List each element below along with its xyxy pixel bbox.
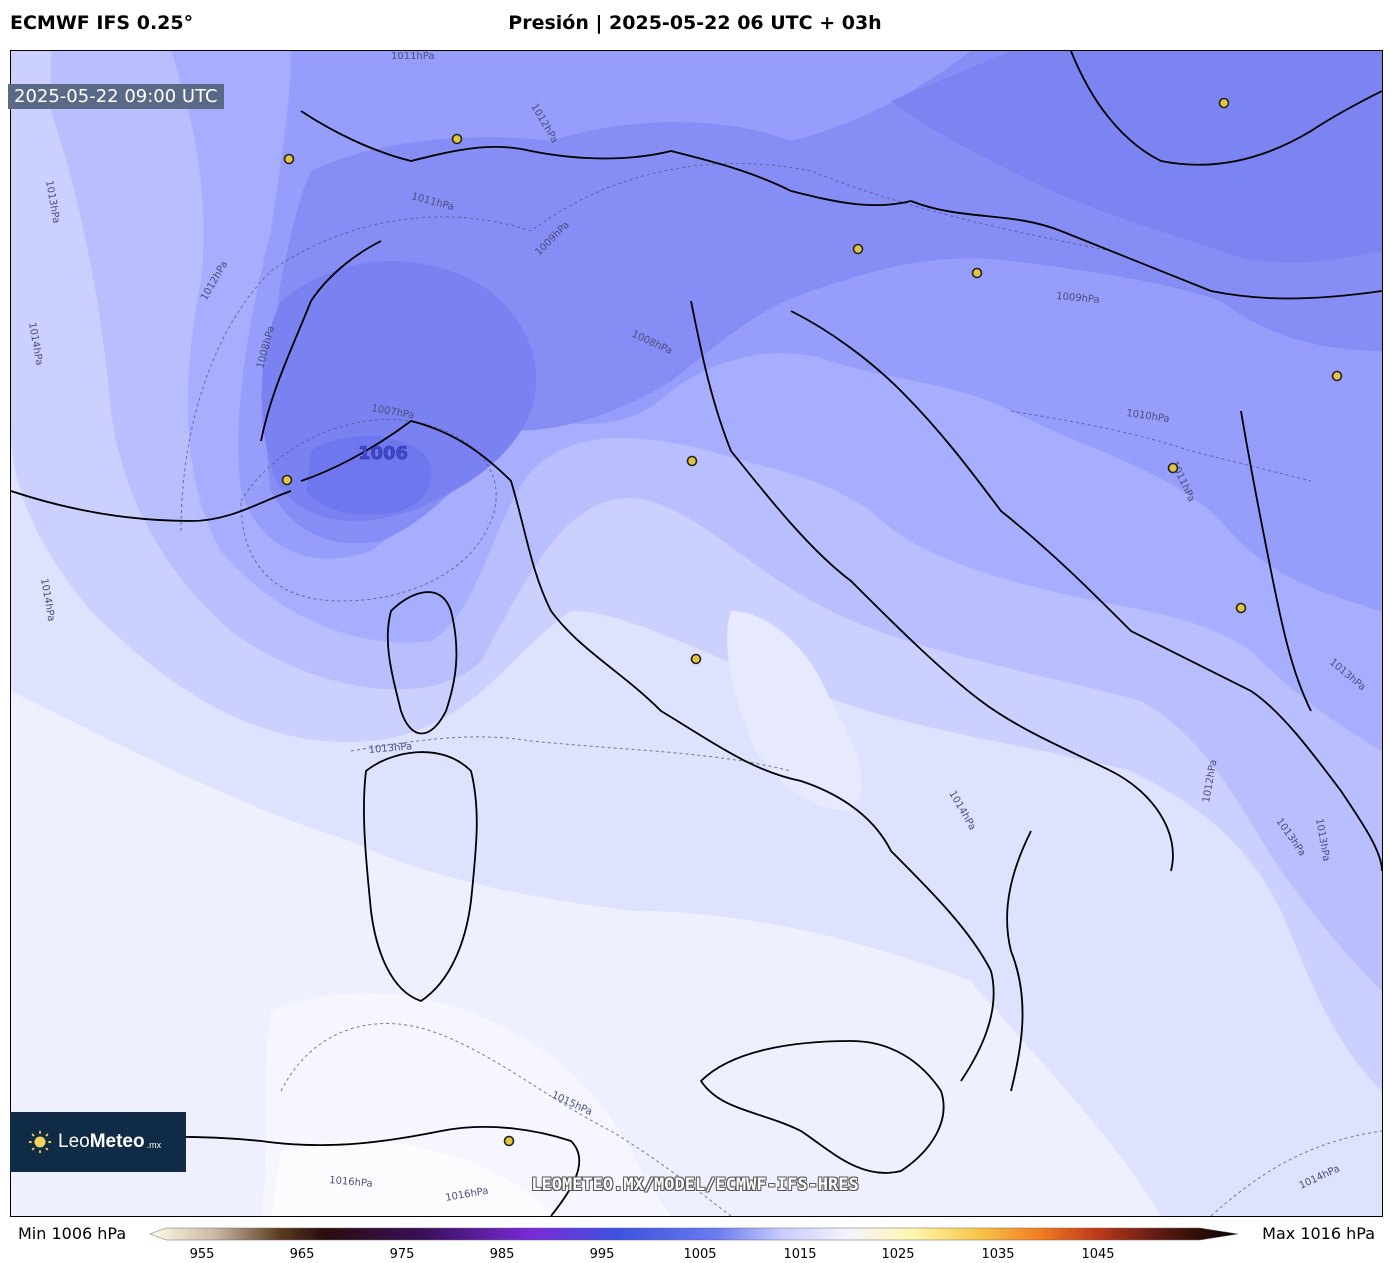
coastline-italy-west [300,420,995,1082]
coastline-sicily [699,1040,945,1174]
border-central-europe [910,200,1382,300]
isobar-1014-east [1210,1130,1382,1216]
border-spain-france [11,490,292,522]
city-marker[interactable] [283,153,295,165]
map-title: Presión | 2025-05-22 06 UTC + 03h [508,12,882,34]
city-marker[interactable] [451,133,463,145]
legend-min-label: Min 1006 hPa [18,1224,127,1243]
city-marker[interactable] [1218,97,1230,109]
colorbar-tick: 975 [389,1247,415,1262]
colorbar-tick: 1015 [783,1247,817,1262]
city-marker[interactable] [852,243,864,255]
pressure-band-1008 [891,51,1382,263]
isobar-label: 1013hPa [368,741,412,756]
pressure-low-core [306,436,432,515]
city-marker[interactable] [1331,370,1343,382]
colorbar-tick: 995 [589,1247,615,1262]
colorbar-ticks: 955 965 975 985 995 1005 1015 1025 1035 … [0,1247,1390,1263]
isobar-label: 1016hPa [329,1175,373,1190]
colorbar-tick: 1005 [683,1247,717,1262]
isobar-1009 [180,163,1112,532]
isobar-label: 1009hPa [1056,291,1100,306]
pressure-band-1016 [271,1140,551,1216]
source-watermark: LEOMETEO.MX/MODEL/ECMWF-IFS-HRES [531,1175,859,1195]
city-marker[interactable] [1167,462,1179,474]
border-north [1070,51,1382,166]
isobar-1013 [350,736,792,772]
leometeo-logo[interactable]: LeoMeteo .mx [10,1112,186,1172]
colorbar-tick: 985 [489,1247,515,1262]
colorbar-tick: 1035 [981,1247,1015,1262]
coastline-balkans [790,310,1382,872]
pressure-patch-adriatic [727,611,862,811]
pressure-colorbar [150,1227,1239,1241]
city-marker[interactable] [281,474,293,486]
coastline-sardinia [363,751,478,1002]
colorbar-tick: 955 [189,1247,215,1262]
isobar-1007 [240,419,497,602]
pressure-map[interactable]: 1006 1011hPa 1012hPa 1013hPa 1014hPa 101… [10,50,1383,1217]
colorbar-tick: 1045 [1081,1247,1115,1262]
map-canvas: 1006 1011hPa 1012hPa 1013hPa 1014hPa 101… [11,51,1382,1216]
legend-max-label: Max 1016 hPa [1262,1224,1375,1243]
valid-time-label: 2025-05-22 09:00 UTC [8,84,224,109]
city-marker[interactable] [971,267,983,279]
model-name: ECMWF IFS 0.25° [10,12,194,34]
city-marker[interactable] [686,455,698,467]
city-marker[interactable] [1235,602,1247,614]
city-marker[interactable] [690,653,702,665]
isobar-label: 1011hPa [391,51,435,62]
coastline-corsica [386,591,458,735]
colorbar-tick: 1025 [881,1247,915,1262]
logo-suffix: .mx [146,1140,162,1150]
colorbar-tick: 965 [289,1247,315,1262]
sun-icon [28,1130,52,1154]
border-alps [300,110,912,206]
low-center-label: 1006 [358,443,408,464]
city-markers [281,97,1343,1147]
border-france-italy [260,240,382,442]
logo-text: LeoMeteo [58,1131,145,1152]
city-marker[interactable] [503,1135,515,1147]
border-south-balkans [1240,410,1312,712]
coastline-italy-east [690,300,1174,872]
isobar-1015 [280,1023,732,1216]
coastline-calabria [1006,830,1032,1092]
